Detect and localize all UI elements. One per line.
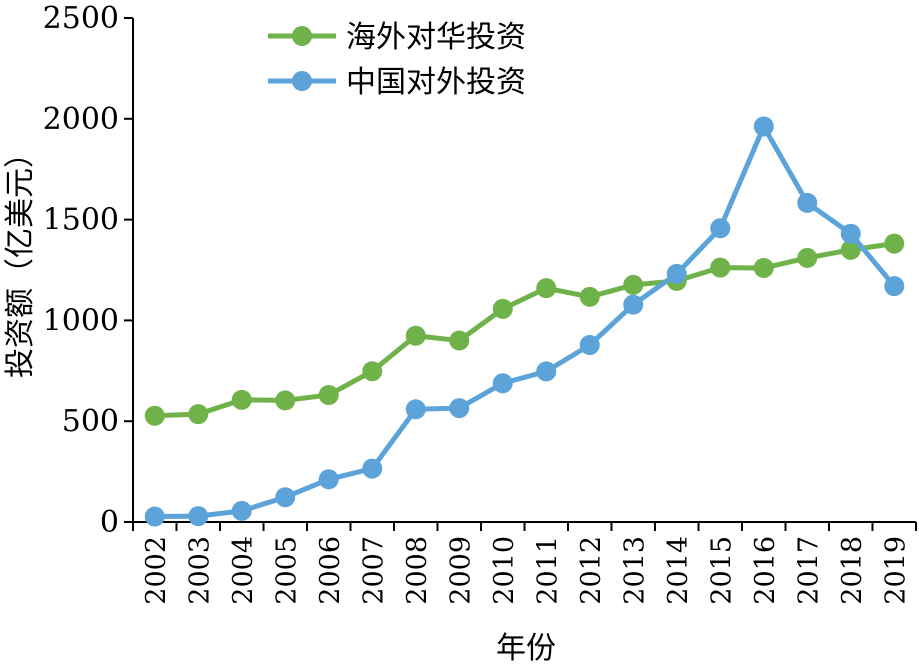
x-tick-label: 2003	[184, 536, 215, 605]
data-point	[275, 487, 296, 508]
data-point	[884, 276, 905, 297]
x-tick-label: 2014	[663, 536, 694, 605]
data-point	[405, 399, 426, 420]
x-tick-label: 2002	[141, 536, 172, 605]
x-tick-label: 2019	[880, 536, 911, 605]
y-tick-label: 500	[62, 404, 119, 439]
y-tick-label: 1000	[43, 303, 119, 338]
x-tick-label: 2010	[489, 536, 520, 605]
y-axis-title: 投资额（亿美元）	[3, 138, 38, 378]
data-point	[188, 506, 209, 527]
data-point	[710, 257, 731, 278]
data-point	[536, 278, 557, 299]
x-tick-label: 2013	[619, 536, 650, 605]
series-2	[144, 116, 905, 527]
data-point	[275, 390, 296, 411]
data-point	[797, 192, 818, 213]
x-tick-label: 2017	[793, 536, 824, 605]
x-tick-label: 2011	[532, 536, 563, 605]
data-point	[318, 469, 339, 490]
x-tick-label: 2012	[576, 536, 607, 605]
data-point	[623, 294, 644, 315]
data-point	[710, 218, 731, 239]
data-point	[405, 325, 426, 346]
data-point	[492, 298, 513, 319]
data-point	[840, 223, 861, 244]
data-point	[362, 361, 383, 382]
series-layer	[144, 116, 905, 527]
data-point	[188, 404, 209, 425]
data-point	[231, 500, 252, 521]
data-point	[797, 247, 818, 268]
series-line	[154, 123, 897, 520]
legend-label: 中国对外投资	[346, 65, 526, 100]
data-point	[666, 263, 687, 284]
y-tick-label: 0	[100, 505, 119, 540]
data-point	[753, 257, 774, 278]
data-point	[449, 398, 470, 419]
data-point	[362, 458, 383, 479]
x-tick-label: 2018	[837, 536, 868, 605]
legend-swatch-marker	[292, 71, 312, 91]
series-1	[144, 233, 905, 426]
y-tick-label: 2500	[43, 1, 119, 36]
x-tick-label: 2008	[402, 536, 433, 605]
y-axis-ticks: 0 500 1000 1500 2000 2500	[43, 1, 133, 540]
data-point	[231, 389, 252, 410]
series-line	[154, 241, 895, 419]
data-point	[318, 384, 339, 405]
x-tick-label: 2005	[271, 536, 302, 605]
legend-label: 海外对华投资	[346, 20, 526, 55]
y-tick-label: 2000	[43, 102, 119, 137]
data-point	[579, 286, 600, 307]
data-point	[623, 274, 644, 295]
x-tick-label: 2006	[315, 536, 346, 605]
data-point	[884, 233, 905, 254]
data-point	[753, 116, 774, 137]
data-point	[579, 334, 600, 355]
data-point	[492, 373, 513, 394]
x-tick-label: 2015	[706, 536, 737, 605]
data-point	[144, 506, 165, 527]
data-point	[144, 405, 165, 426]
y-tick-label: 1500	[43, 203, 119, 238]
legend-item: 中国对外投资	[268, 65, 526, 100]
x-tick-label: 2016	[750, 536, 781, 605]
x-axis-ticks: 2002 2003 2004 2005 2006 2007 2008 2009 2010 2011…	[132, 522, 917, 605]
x-tick-label: 2009	[445, 536, 476, 605]
legend-item: 海外对华投资	[268, 20, 526, 55]
x-axis-title: 年份	[496, 631, 556, 666]
x-tick-label: 2004	[228, 536, 259, 605]
legend-swatch-marker	[292, 26, 312, 46]
data-point	[449, 330, 470, 351]
data-point	[536, 361, 557, 382]
data-point	[840, 239, 861, 260]
x-tick-label: 2007	[358, 536, 389, 605]
